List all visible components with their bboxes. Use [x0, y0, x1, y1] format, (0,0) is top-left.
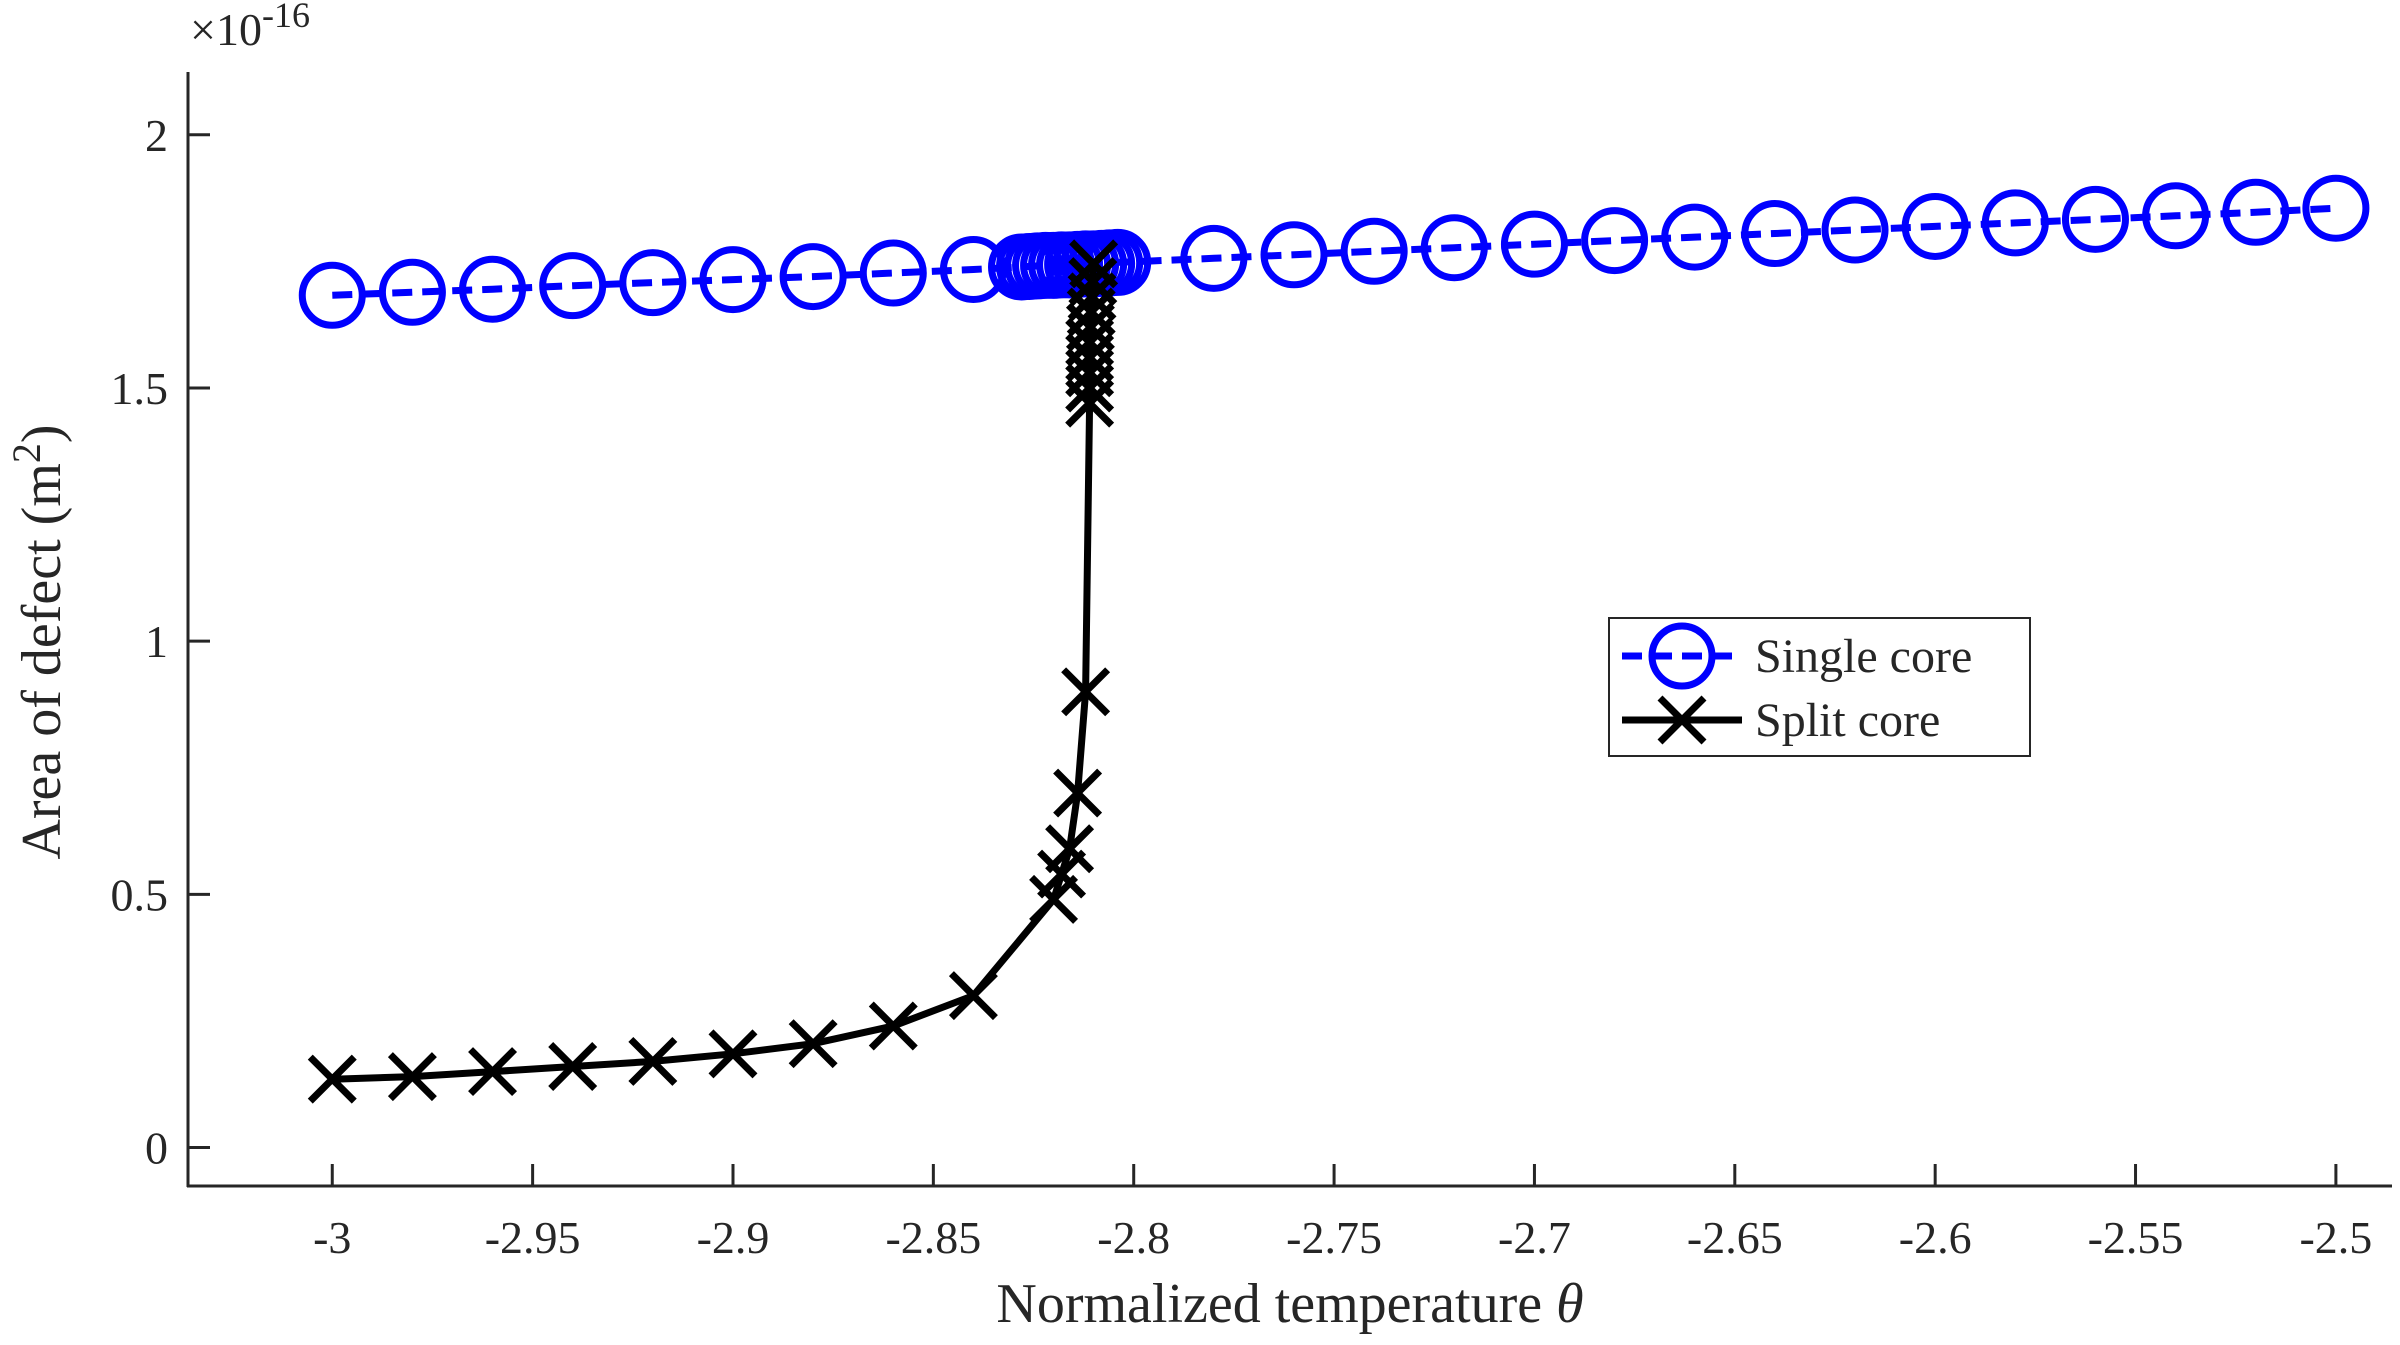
x-tick-label: -2.5	[2299, 1212, 2372, 1263]
data-point-single-core	[1420, 214, 1488, 282]
data-point-split-core	[1045, 824, 1095, 874]
data-point-single-core	[779, 243, 847, 311]
data-point-single-core	[298, 261, 366, 329]
theta-symbol: θ	[1556, 1273, 1584, 1335]
y-exponent-label: ×10-16	[190, 0, 310, 55]
x-tick-label: -2.75	[1286, 1212, 1382, 1263]
data-point-split-core	[628, 1036, 678, 1086]
data-point-single-core	[1500, 210, 1568, 278]
x-tick-label: -2.95	[485, 1212, 581, 1263]
data-point-single-core	[1901, 192, 1969, 260]
data-point-single-core	[378, 258, 446, 326]
data-point-single-core	[1661, 203, 1729, 271]
legend-marker-circle	[1648, 622, 1716, 690]
x-tick-label: -2.55	[2088, 1212, 2184, 1263]
data-point-single-core	[699, 246, 767, 314]
data-point-single-core	[939, 235, 1007, 303]
data-point-single-core	[2142, 182, 2210, 250]
data-point-single-core	[1981, 189, 2049, 257]
data-point-split-core	[1069, 239, 1119, 289]
x-tick-label: -2.85	[885, 1212, 981, 1263]
data-point-single-core	[2222, 178, 2290, 246]
legend-marker-x	[1657, 695, 1707, 745]
data-point-single-core	[1821, 196, 1889, 264]
x-tick-label: -2.7	[1498, 1212, 1571, 1263]
ticks: -3 -2.95 -2.9 -2.85 -2.8 -2.75 -2.7 -2.65 -2.6 -2…	[111, 110, 2373, 1263]
legend-label-single-core: Single core	[1755, 630, 1972, 683]
data-point-split-core	[548, 1042, 598, 1091]
data-point-split-core	[948, 971, 998, 1021]
data-point-single-core	[1340, 217, 1408, 285]
data-point-single-core	[1741, 200, 1809, 268]
y-tick-label: 0	[145, 1123, 168, 1174]
data-point-single-core	[2302, 174, 2370, 242]
series-line-split-core	[332, 263, 1098, 1083]
data-point-single-core	[1581, 207, 1649, 275]
data-point-split-core	[1053, 768, 1103, 818]
data-point-single-core	[2061, 185, 2129, 253]
series-line-single-core	[332, 204, 2337, 299]
plot-area	[298, 174, 2370, 1104]
data-point-single-core	[1260, 221, 1328, 289]
y-tick-label: 1.5	[111, 363, 169, 414]
x-axis-label: Normalized temperature θ	[996, 1273, 1583, 1335]
data-point-split-core	[307, 1054, 357, 1104]
data-point-single-core	[619, 249, 687, 317]
data-point-split-core	[1068, 257, 1118, 307]
x-tick-label: -2.8	[1097, 1212, 1170, 1263]
y-axis-label: Area of defect (m2)	[4, 424, 73, 859]
data-point-split-core	[708, 1029, 758, 1079]
x-tick-label: -2.9	[697, 1212, 770, 1263]
y-exponent-prefix: ×10	[190, 4, 262, 55]
legend: Single core Split core	[1608, 617, 2031, 757]
data-point-split-core	[1061, 667, 1111, 717]
data-point-single-core	[859, 239, 927, 307]
data-point-split-core	[868, 1001, 918, 1051]
data-point-single-core	[539, 252, 607, 320]
legend-label-split-core: Split core	[1755, 694, 1940, 747]
data-point-split-core	[788, 1019, 838, 1069]
y-tick-label: 2	[145, 110, 168, 161]
data-point-split-core	[387, 1052, 437, 1102]
data-point-single-core	[1180, 224, 1248, 292]
data-point-single-core	[459, 255, 527, 323]
data-point-split-core	[468, 1047, 518, 1097]
x-tick-label: -2.65	[1687, 1212, 1783, 1263]
y-exponent-power: -16	[262, 0, 310, 35]
y-tick-label: 0.5	[111, 869, 169, 920]
x-tick-label: -2.6	[1899, 1212, 1972, 1263]
x-tick-label: -3	[313, 1212, 351, 1263]
y-tick-label: 1	[145, 616, 168, 667]
